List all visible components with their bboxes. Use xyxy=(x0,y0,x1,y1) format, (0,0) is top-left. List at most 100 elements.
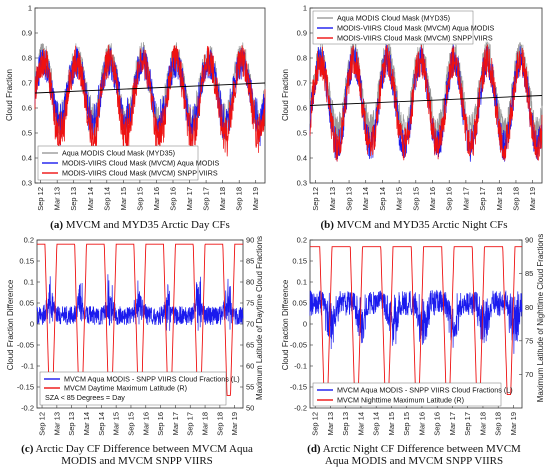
y-tick-label: 0.6 xyxy=(22,104,32,113)
series-diff-line xyxy=(309,289,523,354)
y-tick-label: 0 xyxy=(30,320,34,329)
y-tick-label: 0.2 xyxy=(24,236,34,245)
panel-b-caption: (b) MVCM and MYD35 Arctic Night CFs xyxy=(320,219,507,231)
y-tick-label: 1 xyxy=(303,4,307,13)
x-tick-label: Mar 17 xyxy=(448,412,457,435)
x-tick-label: Mar 15 xyxy=(395,187,404,210)
series-mvcm-snpp-line xyxy=(309,44,543,162)
legend-box xyxy=(37,145,199,181)
x-tick-label: Mar 19 xyxy=(509,412,518,435)
y-tick-label: 0.9 xyxy=(297,29,307,38)
x-tick-label: Mar 14 xyxy=(86,187,95,210)
legend-diff-label: MVCM Aqua MODIS - SNPP VIIRS Cloud Fract… xyxy=(337,386,513,395)
x-tick-label: Sep 12 xyxy=(36,187,45,211)
y-tick-label: -0.15 xyxy=(17,383,34,392)
x-tick-label: Mar 14 xyxy=(361,187,370,210)
x-tick-label: Sep 16 xyxy=(445,187,454,211)
x-tick-label: Sep 18 xyxy=(511,187,520,211)
y2-tick-label: 50 xyxy=(246,404,254,413)
x-tick-label: Mar 18 xyxy=(201,412,210,435)
panel-d: Cloud Fraction Difference Maximum Latitu… xyxy=(281,234,545,467)
legend-box xyxy=(39,371,227,406)
y2-tick-label: 85 xyxy=(246,257,254,266)
x-tick-label: Mar 16 xyxy=(141,412,150,435)
panel-a-ylabel: Cloud Fraction xyxy=(5,69,14,121)
y-tick-label: 0.9 xyxy=(22,29,32,38)
x-tick-label: Mar 18 xyxy=(218,187,227,210)
x-tick-label: Mar 15 xyxy=(119,187,128,210)
x-tick-label: Mar 19 xyxy=(251,187,260,210)
y-tick-label: 0.15 xyxy=(19,257,34,266)
x-tick-label: Sep 16 xyxy=(156,412,165,436)
x-tick-label: Sep 13 xyxy=(67,412,76,436)
x-tick-label: Sep 15 xyxy=(126,412,135,436)
y2-tick-label: 80 xyxy=(525,303,533,312)
y-tick-label: 0.7 xyxy=(297,79,307,88)
legend-mvcm-aqua-label: MODIS-VIIRS Cloud Mask (MVCM) Aqua MODIS xyxy=(337,24,495,33)
series-diff-line xyxy=(36,274,244,331)
y2-tick-label: 80 xyxy=(246,278,254,287)
panel-c-caption: (c) Arctic Day CF Difference between MVC… xyxy=(21,443,253,467)
legend-myd35-label: Aqua MODIS Cloud Mask (MYD35) xyxy=(62,149,175,158)
x-tick-label: Mar 14 xyxy=(82,412,91,435)
legend-mvcm-aqua-label: MODIS-VIIRS Cloud Mask (MVCM) Aqua MODIS xyxy=(62,159,220,168)
y-tick-label: 0.6 xyxy=(297,104,307,113)
legend-myd35-label: Aqua MODIS Cloud Mask (MYD35) xyxy=(337,14,450,23)
panel-d-caption-line2: Aqua MODIS and MVCM SNPP VIIRS xyxy=(325,455,503,467)
x-tick-label: Mar 16 xyxy=(417,412,426,435)
panel-c-y2label: Maximum Latitude of Daytime Cloud Fracti… xyxy=(255,236,264,400)
x-tick-label: Sep 18 xyxy=(215,412,224,436)
y2-tick-label: 55 xyxy=(246,383,254,392)
y-tick-label: 0.8 xyxy=(22,54,32,63)
y-tick-label: 0 xyxy=(303,320,307,329)
y-tick-label: 0.8 xyxy=(297,54,307,63)
y-tick-label: -0.15 xyxy=(290,383,307,392)
trend-line xyxy=(34,82,266,94)
x-tick-label: Sep 18 xyxy=(494,412,503,436)
y2-tick-label: 60 xyxy=(246,362,254,371)
y-tick-label: 0.4 xyxy=(297,154,307,163)
y2-tick-label: 70 xyxy=(246,320,254,329)
y2-tick-label: 65 xyxy=(246,341,254,350)
x-tick-label: Mar 19 xyxy=(528,187,537,210)
y2-tick-label: 90 xyxy=(246,236,254,245)
y-tick-label: 0.2 xyxy=(297,236,307,245)
x-tick-label: Sep 13 xyxy=(341,412,350,436)
y2-tick-label: 90 xyxy=(525,236,533,245)
legend-box xyxy=(312,382,502,407)
y-tick-label: 0.5 xyxy=(297,129,307,138)
panel-d-plot: Sep 12 Mar 13 Sep 13 Mar 14 Sep 14 Mar 15 Sep … xyxy=(290,236,533,436)
panel-a: Cloud Fraction Sep 12 Mar 13 Sep 13 Mar 14 S… xyxy=(5,4,266,231)
x-tick-label: Mar 17 xyxy=(185,187,194,210)
x-tick-label: Sep 14 xyxy=(97,412,106,436)
legend-mvcm-snpp-label: MODIS-VIIRS Cloud Mask (MVCM) SNPP VIIRS xyxy=(337,34,493,43)
x-tick-label: Sep 12 xyxy=(311,412,320,436)
panel-a-plot: Sep 12 Mar 13 Sep 13 Mar 14 Sep 14 Mar 15 Sep … xyxy=(22,4,266,211)
y-tick-label: -0.1 xyxy=(294,362,307,371)
x-tick-label: Sep 15 xyxy=(411,187,420,211)
annotation-sza: SZA < 85 Degrees = Day xyxy=(45,393,125,402)
x-tick-label: Sep 16 xyxy=(433,412,442,436)
panel-c-ylabel: Cloud Fraction Difference xyxy=(6,279,15,370)
x-tick-label: Mar 13 xyxy=(326,412,335,435)
x-tick-label: Sep 13 xyxy=(69,187,78,211)
panel-c-plot: Sep 12 Mar 13 Sep 13 Mar 14 Sep 14 Mar 15 Sep … xyxy=(17,236,254,436)
legend-maxlat-label: MVCM Nighttime Maximum Latitude (R) xyxy=(337,396,464,405)
x-tick-label: Sep 17 xyxy=(478,187,487,211)
y-tick-label: 0.5 xyxy=(22,129,32,138)
x-tick-label: Mar 19 xyxy=(230,412,239,435)
x-tick-label: Sep 15 xyxy=(135,187,144,211)
y-tick-label: -0.1 xyxy=(21,362,34,371)
x-tick-label: Sep 13 xyxy=(345,187,354,211)
panel-c-caption-line2: MODIS and MVCM SNPP VIIRS xyxy=(61,455,213,467)
panel-b: Cloud Fraction Sep 12 Mar 13 Sep 13 Mar 14 S… xyxy=(281,4,543,231)
panel-c: Cloud Fraction Difference Maximum Latitu… xyxy=(6,236,264,467)
y-tick-label: -0.05 xyxy=(290,341,307,350)
y-tick-label: 0.15 xyxy=(292,257,307,266)
panel-b-ylabel: Cloud Fraction xyxy=(281,69,290,121)
x-tick-label: Sep 16 xyxy=(169,187,178,211)
panel-d-ylabel: Cloud Fraction Difference xyxy=(281,279,290,370)
y-tick-label: 0.1 xyxy=(24,278,34,287)
y-tick-label: 0.4 xyxy=(22,154,32,163)
